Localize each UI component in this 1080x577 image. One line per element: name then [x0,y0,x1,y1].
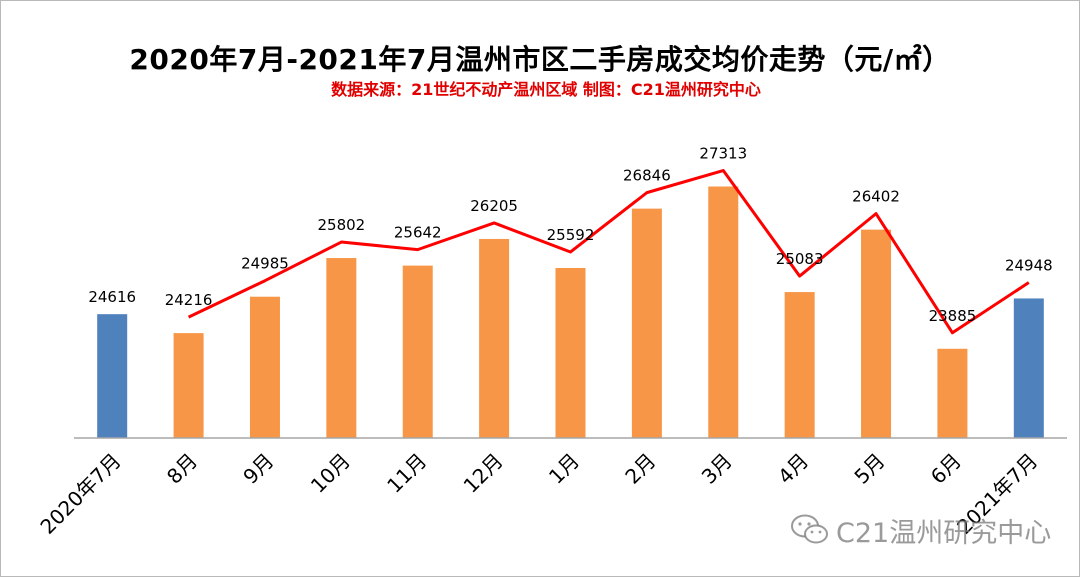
trend-line [187,169,1030,335]
x-tick-label-0: 2020年7月 [35,449,125,539]
data-label-3: 25802 [317,216,365,234]
x-tick-label-10: 5月 [849,449,889,489]
x-tick-label-11: 6月 [926,449,966,489]
bar-10 [861,229,892,438]
x-tick-label-8: 3月 [697,449,737,489]
x-tick-label-2: 9月 [238,449,278,489]
bar-5 [479,238,510,438]
bar-8 [708,186,739,438]
bar-11 [937,348,968,438]
data-label-10: 26402 [852,188,900,206]
x-tick-label-6: 1月 [544,449,584,489]
bar-6 [555,267,586,438]
data-label-8: 27313 [699,145,747,163]
data-label-7: 26846 [623,167,671,185]
chart-title: 2020年7月-2021年7月温州市区二手房成交均价走势（元/㎡） [129,43,951,76]
bar-12 [1013,298,1044,438]
data-label-11: 23885 [929,307,977,325]
chart-subtitle: 数据来源：21世纪不动产温州区域 制图：C21温州研究中心 [331,80,761,99]
data-label-4: 25642 [394,224,442,242]
bar-2 [249,296,280,438]
x-tick-label-4: 11月 [382,449,431,498]
x-tick-label-9: 4月 [773,449,813,489]
data-label-9: 25083 [776,250,824,268]
bar-0 [97,314,128,438]
watermark: C21温州研究中心 [790,512,1052,549]
data-label-1: 24216 [165,291,213,309]
x-tick-label-7: 2月 [620,449,660,489]
x-tick-label-5: 12月 [459,449,508,498]
data-label-2: 24985 [241,255,289,273]
data-label-0: 24616 [88,288,136,306]
bar-1 [173,333,204,438]
bar-9 [784,292,815,438]
x-tick-label-1: 8月 [162,449,202,489]
data-label-12: 24948 [1005,256,1053,274]
bar-4 [402,265,433,438]
x-tick-label-3: 10月 [306,449,355,498]
watermark-text: C21温州研究中心 [836,517,1052,549]
wechat-icon [791,514,828,544]
data-label-5: 26205 [470,197,518,215]
bar-3 [326,258,357,438]
bar-7 [631,208,662,438]
data-label-6: 25592 [547,226,595,244]
